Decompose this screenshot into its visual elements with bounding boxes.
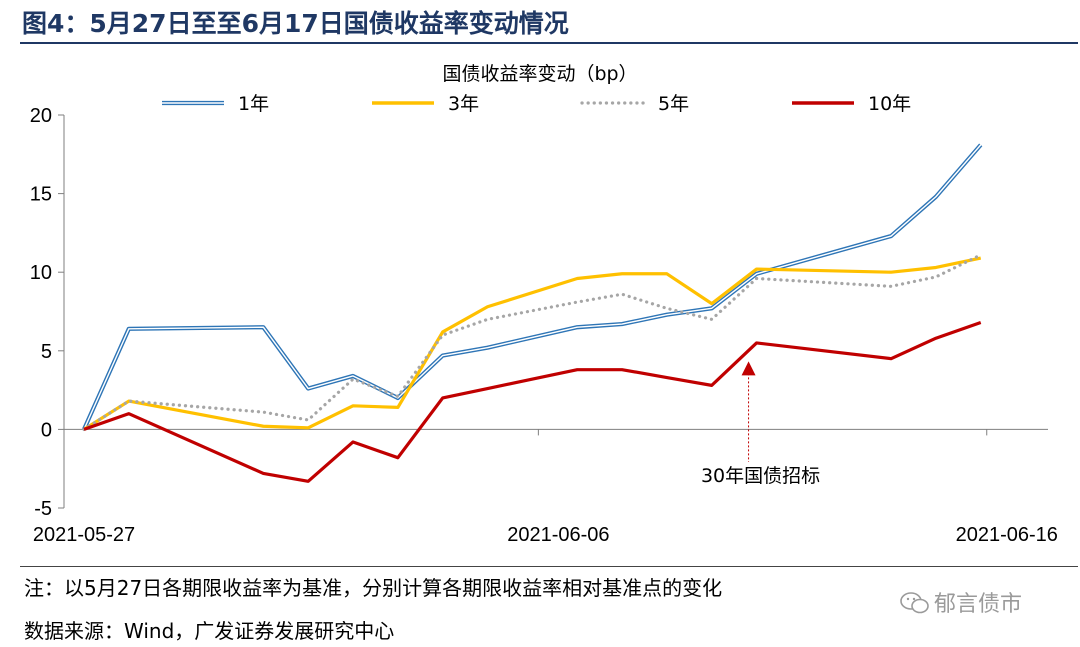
annotation-text: 30年国债招标 bbox=[701, 465, 820, 487]
x-tick-label: 2021-06-16 bbox=[956, 524, 1058, 546]
series-line bbox=[83, 320, 982, 483]
x-tick-label: 2021-06-06 bbox=[507, 524, 609, 546]
note: 注：以5月27日各期限收益率为基准，分别计算各期限收益率相对基准点的变化 bbox=[24, 576, 723, 600]
chart: 国债收益率变动（bp） 1年 3年 5年 10年 20 15 10 5 0 -5 2021-05-… bbox=[30, 63, 1058, 546]
axes: 20 15 10 5 0 -5 2021-05-27 2021-06-06 2021-06-16 bbox=[30, 105, 1058, 546]
legend-label: 10年 bbox=[868, 93, 911, 115]
bottom-rule bbox=[20, 566, 1078, 567]
legend-label: 5年 bbox=[658, 93, 689, 115]
chart-title: 国债收益率变动（bp） bbox=[442, 63, 637, 85]
y-tick-label: 20 bbox=[30, 105, 52, 127]
series-line bbox=[82, 253, 983, 431]
y-tick-label: 10 bbox=[30, 262, 52, 284]
y-tick-label: -5 bbox=[34, 498, 52, 520]
y-tick-label: 0 bbox=[41, 419, 52, 441]
series-layer bbox=[82, 143, 983, 483]
y-tick-label: 5 bbox=[41, 341, 52, 363]
series-line bbox=[83, 256, 982, 431]
title-rule bbox=[20, 42, 1078, 44]
series-2 bbox=[82, 253, 983, 431]
annotation-arrow bbox=[741, 361, 756, 376]
series-line-inner bbox=[83, 144, 982, 430]
series-0 bbox=[82, 143, 983, 431]
annotation: 30年国债招标 bbox=[701, 361, 820, 487]
series-line-outer bbox=[82, 143, 983, 431]
y-tick-label: 15 bbox=[30, 184, 52, 206]
watermark-text: 郁言债市 bbox=[934, 592, 1023, 617]
watermark: 郁言债市 bbox=[900, 586, 1022, 618]
wechat-icon bbox=[900, 592, 929, 614]
x-tick-label: 2021-05-27 bbox=[33, 524, 135, 546]
figure-title: 图4：5月27日至至6月17日国债收益率变动情况 bbox=[22, 9, 569, 38]
series-3 bbox=[83, 320, 982, 483]
legend-label: 1年 bbox=[238, 93, 269, 115]
series-1 bbox=[83, 256, 982, 431]
legend: 1年 3年 5年 10年 bbox=[162, 93, 911, 115]
legend-label: 3年 bbox=[448, 93, 479, 115]
source: 数据来源：Wind，广发证券发展研究中心 bbox=[24, 619, 395, 643]
